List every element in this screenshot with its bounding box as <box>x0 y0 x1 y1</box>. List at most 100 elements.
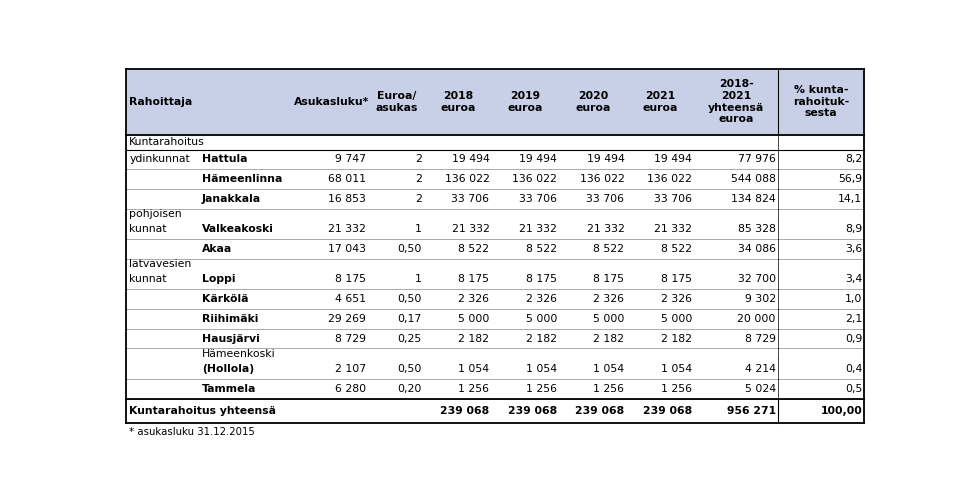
Text: 1 256: 1 256 <box>593 384 624 394</box>
Text: 0,5: 0,5 <box>845 384 862 394</box>
Text: 19 494: 19 494 <box>519 154 557 164</box>
Text: 2: 2 <box>415 194 422 204</box>
Text: 5 024: 5 024 <box>744 384 776 394</box>
Text: 5 000: 5 000 <box>526 314 557 324</box>
Text: Rahoittaja: Rahoittaja <box>129 97 193 107</box>
Text: Kärkölä: Kärkölä <box>201 294 248 304</box>
Text: 0,4: 0,4 <box>845 364 862 374</box>
Text: 1 054: 1 054 <box>593 364 624 374</box>
Text: 239 068: 239 068 <box>440 406 489 416</box>
Text: 1: 1 <box>415 224 422 234</box>
Text: 136 022: 136 022 <box>512 174 557 184</box>
Text: 2021
euroa: 2021 euroa <box>642 91 678 113</box>
Text: Tammela: Tammela <box>201 384 256 394</box>
Text: 0,17: 0,17 <box>398 314 422 324</box>
Text: 8 175: 8 175 <box>661 274 691 284</box>
Text: Kuntarahoitus: Kuntarahoitus <box>129 137 205 147</box>
Text: 56,9: 56,9 <box>838 174 862 184</box>
Text: 4 214: 4 214 <box>744 364 776 374</box>
Text: 2 326: 2 326 <box>526 294 557 304</box>
Text: 1,0: 1,0 <box>845 294 862 304</box>
Text: 1 256: 1 256 <box>458 384 489 394</box>
Text: 20 000: 20 000 <box>738 314 776 324</box>
Text: 2,1: 2,1 <box>845 314 862 324</box>
Text: 9 747: 9 747 <box>335 154 366 164</box>
Text: Loppi: Loppi <box>201 274 235 284</box>
Text: 100,00: 100,00 <box>820 406 862 416</box>
Text: Euroa/
asukas: Euroa/ asukas <box>375 91 417 113</box>
Text: (Hollola): (Hollola) <box>201 364 254 374</box>
Text: 19 494: 19 494 <box>452 154 489 164</box>
Text: 2020
euroa: 2020 euroa <box>575 91 611 113</box>
Text: % kunta-
rahoituk-
sesta: % kunta- rahoituk- sesta <box>794 85 849 118</box>
Text: 2: 2 <box>415 174 422 184</box>
Text: 21 332: 21 332 <box>328 224 366 234</box>
Text: Hämeenkoski: Hämeenkoski <box>201 349 275 359</box>
Text: 85 328: 85 328 <box>738 224 776 234</box>
Text: 19 494: 19 494 <box>654 154 691 164</box>
Text: kunnat: kunnat <box>129 224 167 234</box>
Text: 9 302: 9 302 <box>744 294 776 304</box>
Text: 2018-
2021
yhteensä
euroa: 2018- 2021 yhteensä euroa <box>708 79 765 124</box>
Text: 16 853: 16 853 <box>328 194 366 204</box>
Text: 33 706: 33 706 <box>519 194 557 204</box>
Text: 8,9: 8,9 <box>845 224 862 234</box>
Text: 2 107: 2 107 <box>335 364 366 374</box>
Text: 68 011: 68 011 <box>328 174 366 184</box>
Text: 8 175: 8 175 <box>526 274 557 284</box>
Text: 5 000: 5 000 <box>458 314 489 324</box>
Text: 0,9: 0,9 <box>845 334 862 344</box>
Text: 1 256: 1 256 <box>526 384 557 394</box>
Text: 17 043: 17 043 <box>328 244 366 254</box>
Text: 136 022: 136 022 <box>647 174 691 184</box>
Bar <box>126 69 865 135</box>
Text: Valkeakoski: Valkeakoski <box>201 224 273 234</box>
Text: 134 824: 134 824 <box>731 194 776 204</box>
Text: 5 000: 5 000 <box>593 314 624 324</box>
Text: 6 280: 6 280 <box>335 384 366 394</box>
Text: 32 700: 32 700 <box>738 274 776 284</box>
Text: * asukasluku 31.12.2015: * asukasluku 31.12.2015 <box>129 427 255 437</box>
Text: 239 068: 239 068 <box>575 406 624 416</box>
Text: 1 256: 1 256 <box>661 384 691 394</box>
Text: Asukasluku*: Asukasluku* <box>295 97 370 107</box>
Text: 0,50: 0,50 <box>398 364 422 374</box>
Text: 1 054: 1 054 <box>458 364 489 374</box>
Text: 2019
euroa: 2019 euroa <box>508 91 543 113</box>
Text: 0,25: 0,25 <box>398 334 422 344</box>
Text: 8 729: 8 729 <box>744 334 776 344</box>
Text: 21 332: 21 332 <box>452 224 489 234</box>
Text: Hattula: Hattula <box>201 154 247 164</box>
Text: 1 054: 1 054 <box>526 364 557 374</box>
Text: Hausjärvi: Hausjärvi <box>201 334 259 344</box>
Text: 21 332: 21 332 <box>586 224 624 234</box>
Text: 8,2: 8,2 <box>845 154 862 164</box>
Text: 1: 1 <box>415 274 422 284</box>
Text: Janakkala: Janakkala <box>201 194 261 204</box>
Text: 34 086: 34 086 <box>738 244 776 254</box>
Text: 3,4: 3,4 <box>845 274 862 284</box>
Text: 8 522: 8 522 <box>458 244 489 254</box>
Text: 19 494: 19 494 <box>586 154 624 164</box>
Text: 0,20: 0,20 <box>398 384 422 394</box>
Text: Hämeenlinna: Hämeenlinna <box>201 174 282 184</box>
Text: 956 271: 956 271 <box>727 406 776 416</box>
Text: 2 326: 2 326 <box>458 294 489 304</box>
Text: 3,6: 3,6 <box>845 244 862 254</box>
Text: 2: 2 <box>415 154 422 164</box>
Text: 8 175: 8 175 <box>335 274 366 284</box>
Text: 544 088: 544 088 <box>731 174 776 184</box>
Text: 0,50: 0,50 <box>398 294 422 304</box>
Text: 4 651: 4 651 <box>335 294 366 304</box>
Text: latvavesien: latvavesien <box>129 259 192 269</box>
Text: 33 706: 33 706 <box>654 194 691 204</box>
Text: 5 000: 5 000 <box>661 314 691 324</box>
Text: 2 182: 2 182 <box>526 334 557 344</box>
Text: 21 332: 21 332 <box>519 224 557 234</box>
Text: 33 706: 33 706 <box>586 194 624 204</box>
Text: 77 976: 77 976 <box>738 154 776 164</box>
Text: 2 326: 2 326 <box>593 294 624 304</box>
Text: 0,50: 0,50 <box>398 244 422 254</box>
Text: 2 182: 2 182 <box>458 334 489 344</box>
Text: 8 175: 8 175 <box>593 274 624 284</box>
